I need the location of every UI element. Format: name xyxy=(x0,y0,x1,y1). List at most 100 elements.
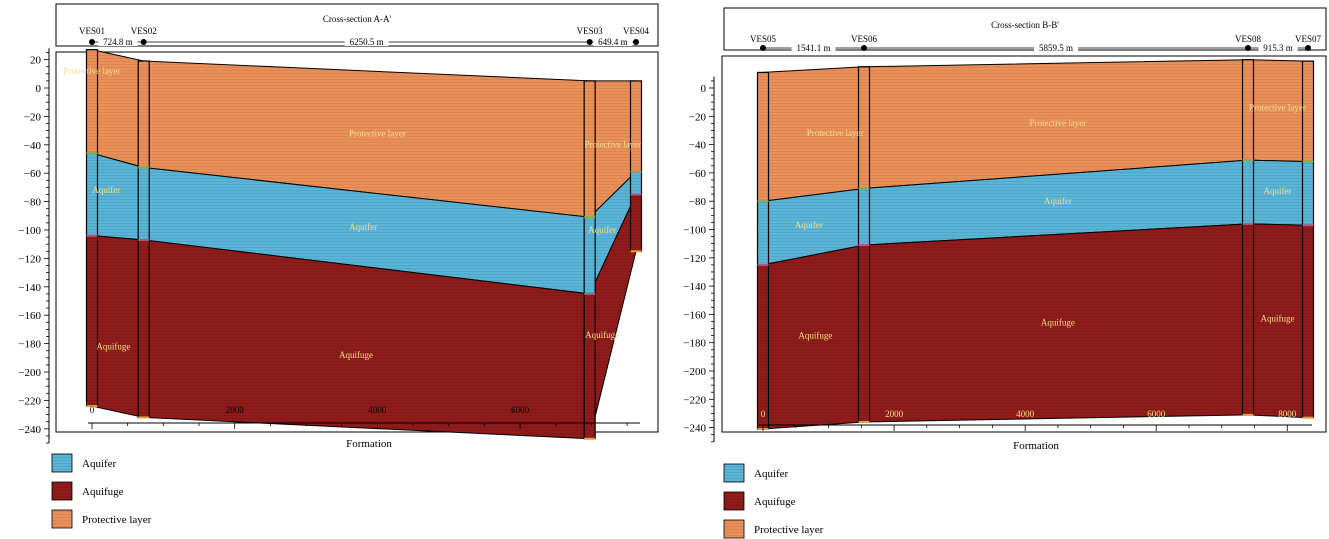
y-tick-label: −120 xyxy=(18,253,41,265)
y-axis: 0 −20 −40 −60 −80 −100 −120 −140 −160 −180 −200 −22… xyxy=(683,76,715,443)
well-protective-segment xyxy=(858,66,870,189)
layer-labels: Protective layer Protective layer Protecti… xyxy=(795,103,1306,341)
well-aquifer-segment xyxy=(630,171,642,195)
x-axis: 0 2000 4000 6000 xyxy=(88,405,640,429)
well-contact-marker xyxy=(86,152,98,155)
section-title: Cross-section A-A' xyxy=(323,14,392,24)
layer-label: Protective layer xyxy=(807,128,864,138)
layer-label: Protective layer xyxy=(349,128,406,138)
y-tick-label: −140 xyxy=(683,281,706,293)
well-aquifuge-segment xyxy=(1242,223,1254,415)
well-aquifuge-segment xyxy=(858,245,870,422)
well-marker-dot xyxy=(586,39,593,45)
layer-labels: Protective layer Protective layer Protecti… xyxy=(64,66,642,360)
layer-label: Protective layer xyxy=(584,140,641,150)
layer-label: Aquifuge xyxy=(339,350,373,360)
y-tick-label: −220 xyxy=(683,394,706,406)
x-tick-label: 0 xyxy=(90,405,95,415)
layer-label: Aquifuge xyxy=(96,341,130,351)
well-contact-marker xyxy=(1302,224,1314,227)
legend-label: Aquifer xyxy=(82,458,117,470)
well-protective-segment xyxy=(757,72,769,202)
y-tick-label: −40 xyxy=(689,140,707,152)
layer-polygons xyxy=(91,49,637,440)
y-tick-label: −240 xyxy=(18,424,41,436)
distance-label: 649.4 m xyxy=(598,37,628,47)
legend: Aquifer Aquifuge Protective layer xyxy=(723,463,824,539)
well-protective-segment xyxy=(138,61,150,168)
well-protective-segment xyxy=(584,80,596,218)
well-contact-marker xyxy=(757,200,769,203)
well-name: VES02 xyxy=(131,26,157,36)
distance-label: 6250.5 m xyxy=(350,37,384,47)
well-contact-marker xyxy=(1242,413,1254,416)
layer-label: Aquifer xyxy=(349,222,377,232)
x-axis: 0 2000 4000 6000 8000 xyxy=(759,409,1312,431)
well-protective-segment xyxy=(630,80,642,172)
distance-label-bg xyxy=(593,36,633,46)
cross-section-b: Cross-section B-B' Protective layerProte… xyxy=(683,7,1327,539)
y-tick-label: −40 xyxy=(24,140,42,152)
well-contact-marker xyxy=(86,234,98,237)
layer-label: Protective layer xyxy=(64,66,121,76)
layer-label: Protective layer xyxy=(1249,103,1306,113)
well-name: VES05 xyxy=(750,34,777,44)
well-name: VES03 xyxy=(577,26,604,36)
x-tick-label: 8000 xyxy=(1278,409,1297,419)
well-protective-segment xyxy=(1242,59,1254,161)
distance-label-bg xyxy=(98,36,138,46)
x-axis-title: Formation xyxy=(346,438,392,450)
y-tick-label: −80 xyxy=(689,196,707,208)
well-name: VES04 xyxy=(623,26,650,36)
well-column xyxy=(857,66,871,423)
y-tick-label: −160 xyxy=(683,309,706,321)
well-marker-dot xyxy=(140,39,147,45)
legend-label: Protective layer xyxy=(754,524,824,536)
well-aquifuge-segment xyxy=(138,239,150,418)
layer-polygons xyxy=(762,59,1309,430)
cross-section-a: Cross-section A-A' Protective layerProte… xyxy=(18,3,659,529)
y-tick-label: −120 xyxy=(683,253,706,265)
y-tick-label: −60 xyxy=(689,168,707,180)
well-contact-marker xyxy=(1242,159,1254,162)
layer-label: Protective layer xyxy=(1030,118,1087,128)
well-aquifer-segment xyxy=(757,201,769,265)
layer-label: Aquifer xyxy=(795,220,823,230)
well-column xyxy=(1301,60,1315,419)
x-tick-label: 2000 xyxy=(885,409,904,419)
well-column xyxy=(756,71,770,431)
layer-label: Aquifuge xyxy=(1260,313,1294,323)
well-aquifer-segment xyxy=(1302,161,1314,226)
well-aquifuge-segment xyxy=(630,194,642,252)
legend-label: Protective layer xyxy=(82,514,152,526)
y-tick-label: −100 xyxy=(683,225,706,237)
section-title: Cross-section B-B' xyxy=(991,20,1059,30)
y-tick-label: −220 xyxy=(18,395,41,407)
x-tick-label: 2000 xyxy=(226,405,245,415)
legend: Aquifer Aquifuge Protective layer xyxy=(51,453,152,529)
legend-swatch-aquifuge xyxy=(723,491,745,511)
well-column xyxy=(137,60,150,419)
x-tick-label: 6000 xyxy=(1147,409,1166,419)
aquifuge-region xyxy=(762,223,1309,430)
well-contact-marker xyxy=(86,405,98,408)
well-name: VES06 xyxy=(851,34,878,44)
y-tick-label: −180 xyxy=(18,339,41,351)
layer-label: Aquifer xyxy=(1044,196,1072,206)
x-axis-title: Formation xyxy=(1013,440,1059,452)
well-contact-marker xyxy=(584,437,596,440)
well-contact-marker xyxy=(584,292,596,295)
well-contact-marker xyxy=(858,187,870,190)
legend-label: Aquifuge xyxy=(82,486,124,498)
y-tick-label: −80 xyxy=(24,197,42,209)
well-columns xyxy=(85,49,643,440)
layer-label: Aquifuge xyxy=(585,330,619,340)
well-column xyxy=(629,80,643,253)
well-column xyxy=(85,49,99,408)
well-contact-marker xyxy=(138,166,150,169)
well-name: VES01 xyxy=(79,26,105,36)
well-name: VES08 xyxy=(1235,34,1262,44)
well-contact-marker xyxy=(630,250,642,253)
y-tick-label: −160 xyxy=(18,310,41,322)
well-contact-marker xyxy=(858,244,870,247)
